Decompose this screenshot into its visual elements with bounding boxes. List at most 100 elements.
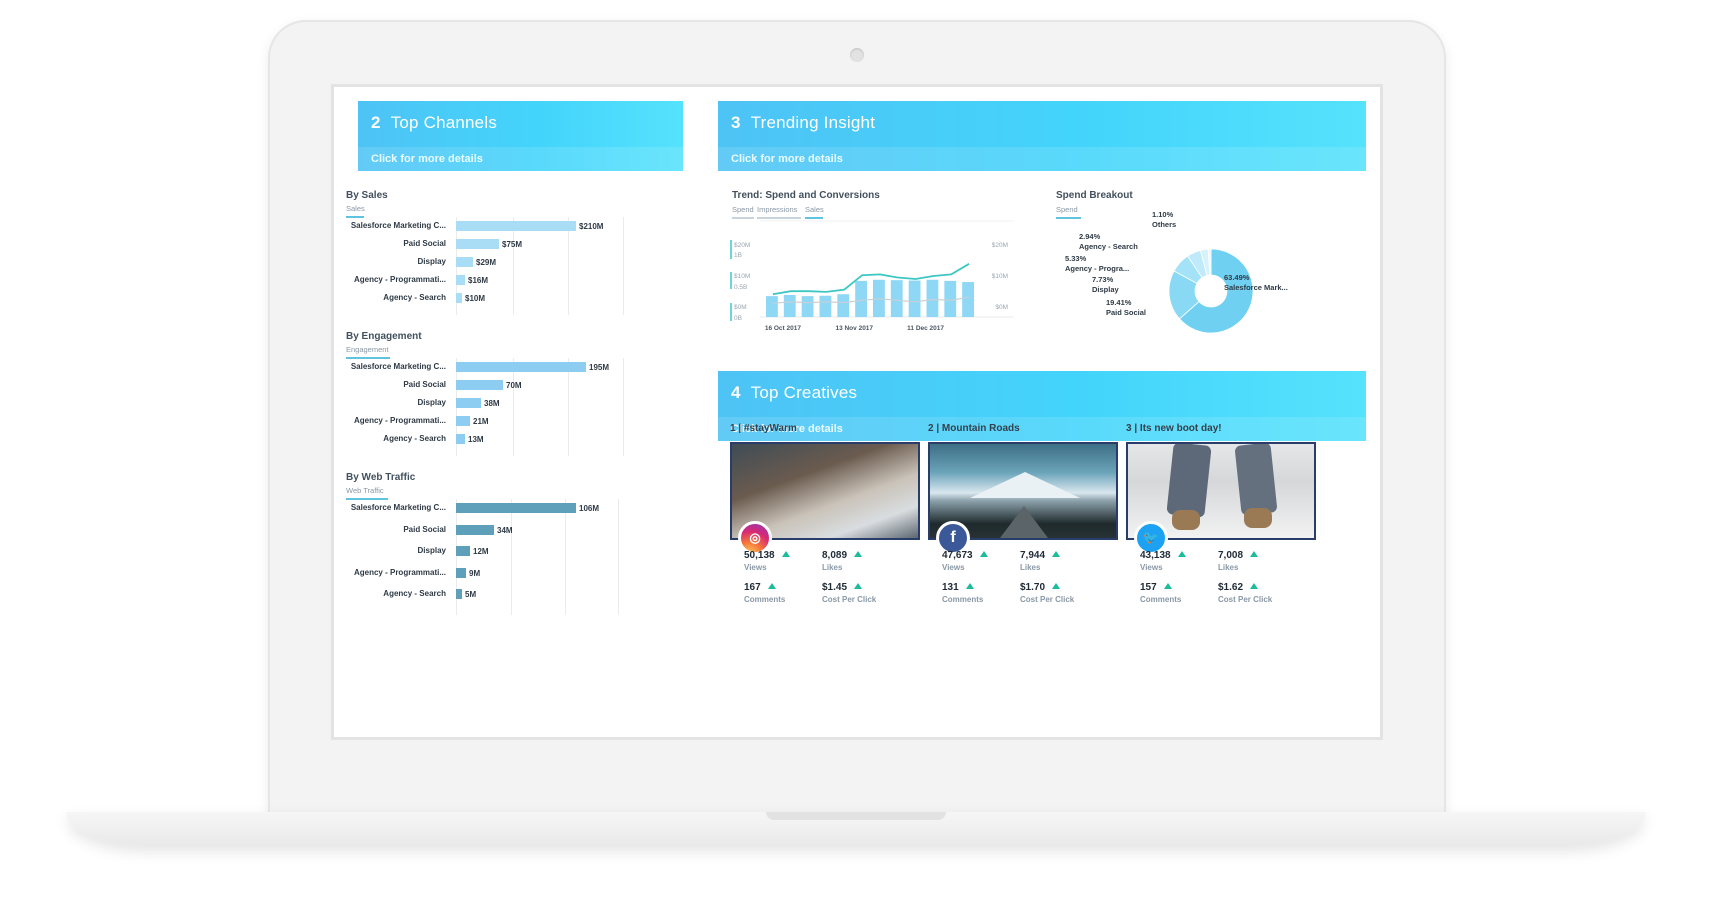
channel-chart-subtitle[interactable]: Web Traffic <box>346 486 384 495</box>
channel-bar[interactable] <box>456 589 462 599</box>
pie-pct: 19.41% <box>1106 298 1132 307</box>
channel-bar[interactable] <box>456 275 465 285</box>
channel-bar[interactable] <box>456 293 462 303</box>
spend-bar <box>819 295 832 317</box>
trend-tab[interactable]: Spend <box>732 205 754 214</box>
boot-right <box>1244 508 1272 528</box>
grid-line <box>513 217 514 315</box>
channel-value: 5M <box>465 590 477 599</box>
pie-slice-label: 1.10% Others <box>1152 210 1176 230</box>
channel-value: 34M <box>497 525 513 535</box>
trend-left-tick: $10M <box>734 273 750 280</box>
top-creatives-header[interactable]: 4 Top Creatives Click for more details <box>718 371 1366 441</box>
channel-bar[interactable] <box>456 398 481 408</box>
channel-bar[interactable] <box>456 380 503 390</box>
dashboard-screen: 2 Top Channels Click for more details 3 Tr… <box>331 84 1383 740</box>
more-details-link[interactable]: Click for more details <box>731 153 843 165</box>
more-details-link[interactable]: Click for more details <box>371 153 483 165</box>
stat-likes: 7,944 <box>1020 550 1061 561</box>
creative-title[interactable]: 2 | Mountain Roads <box>928 423 1020 434</box>
likes-label: Likes <box>1020 563 1041 572</box>
creative-title[interactable]: 1 | #stayWarm <box>730 423 797 434</box>
channel-bar[interactable] <box>456 546 470 556</box>
instagram-icon[interactable]: ◎ <box>738 521 772 555</box>
trend-chart: $20M 1B $10M 0.5B $0M 0B $20M $10M $0M 16 Oct 201… <box>730 220 1013 332</box>
stat-likes: 8,089 <box>822 550 863 561</box>
grid-line <box>623 217 624 315</box>
channel-bar[interactable] <box>456 362 586 372</box>
creative-image[interactable] <box>928 442 1118 540</box>
channel-bar[interactable] <box>456 239 499 249</box>
grid-line <box>511 499 512 615</box>
trend-up-icon <box>854 583 863 589</box>
channel-bar[interactable] <box>456 524 494 535</box>
pie-pct: 7.73% <box>1092 275 1114 284</box>
trend-up-icon <box>1250 551 1259 557</box>
channel-chart-subtitle[interactable]: Sales <box>346 204 365 213</box>
channel-bar[interactable] <box>456 257 473 267</box>
creative-title[interactable]: 3 | Its new boot day! <box>1126 423 1222 434</box>
leg-left <box>1166 444 1212 518</box>
trend-up-icon <box>1177 551 1186 557</box>
trend-left-tick: $0M <box>734 304 747 311</box>
stat-comments: 167 <box>744 582 776 593</box>
views-label: Views <box>942 563 965 572</box>
pie-slice-label: 5.33% Agency - Progra... <box>1065 254 1129 274</box>
spend-breakout-pie <box>1168 248 1254 334</box>
trend-tab[interactable]: Impressions <box>757 205 798 214</box>
panel-title: 3 Trending Insight <box>731 113 876 132</box>
comments-label: Comments <box>942 595 984 604</box>
camera-icon <box>850 48 864 62</box>
channel-chart-title: By Sales <box>346 190 388 201</box>
channel-label: Display <box>417 546 446 555</box>
channel-value: $75M <box>502 240 523 249</box>
trend-x-tick: 11 Dec 2017 <box>907 325 944 332</box>
tab-underline <box>732 217 754 219</box>
subtitle-underline <box>346 216 364 218</box>
channel-value: 106M <box>579 504 600 513</box>
cpc-label: Cost Per Click <box>822 595 877 604</box>
sales-line <box>772 263 970 296</box>
channel-value: $29M <box>476 258 497 267</box>
pie-pct: 1.10% <box>1152 210 1174 219</box>
stat-comments: 157 <box>1140 582 1172 593</box>
trend-tab[interactable]: Sales <box>805 205 824 214</box>
pie-name: Agency - Search <box>1079 242 1138 251</box>
pie-name: Salesforce Mark... <box>1224 283 1288 292</box>
channel-label: Paid Social <box>403 524 446 534</box>
channel-bar[interactable] <box>456 503 576 513</box>
channel-chart-title: By Web Traffic <box>346 472 416 483</box>
stat-likes: 7,008 <box>1218 550 1259 561</box>
trend-x-tick: 16 Oct 2017 <box>765 325 802 332</box>
channel-value: 13M <box>468 435 484 444</box>
channel-label: Agency - Search <box>383 434 446 443</box>
channel-bar[interactable] <box>456 416 470 426</box>
spend-bar <box>766 296 778 317</box>
panel-title: 2 Top Channels <box>371 113 498 132</box>
grid-line <box>513 358 514 456</box>
pie-pct: 2.94% <box>1079 232 1101 241</box>
likes-label: Likes <box>1218 563 1239 572</box>
subtitle-underline <box>346 498 388 500</box>
trend-up-icon <box>1052 551 1061 557</box>
trending-insight-header[interactable]: 3 Trending Insight Click for more details <box>718 101 1366 171</box>
channel-bar[interactable] <box>456 567 466 578</box>
facebook-icon[interactable]: f <box>936 521 970 555</box>
channel-value: 195M <box>589 363 610 372</box>
trend-left-tick: 0B <box>734 315 742 322</box>
pie-slice-label: 2.94% Agency - Search <box>1079 232 1138 252</box>
trend-up-icon <box>1250 583 1259 589</box>
channel-chart-title: By Engagement <box>346 331 422 342</box>
mountain <box>970 472 1080 498</box>
more-details-link[interactable]: Click for more details <box>731 423 843 435</box>
spend-breakout-tab[interactable]: Spend <box>1056 205 1078 214</box>
channel-chart-subtitle[interactable]: Engagement <box>346 345 389 354</box>
channel-bar[interactable] <box>456 221 576 231</box>
top-channels-header[interactable]: 2 Top Channels Click for more details <box>358 101 683 171</box>
channel-bar[interactable] <box>456 434 465 444</box>
pie-name: Display <box>1092 285 1119 294</box>
stat-cpc: $1.62 <box>1218 582 1259 593</box>
spend-bar <box>908 280 921 317</box>
channel-value: 9M <box>469 568 481 578</box>
twitter-icon[interactable]: 🐦 <box>1134 521 1168 555</box>
